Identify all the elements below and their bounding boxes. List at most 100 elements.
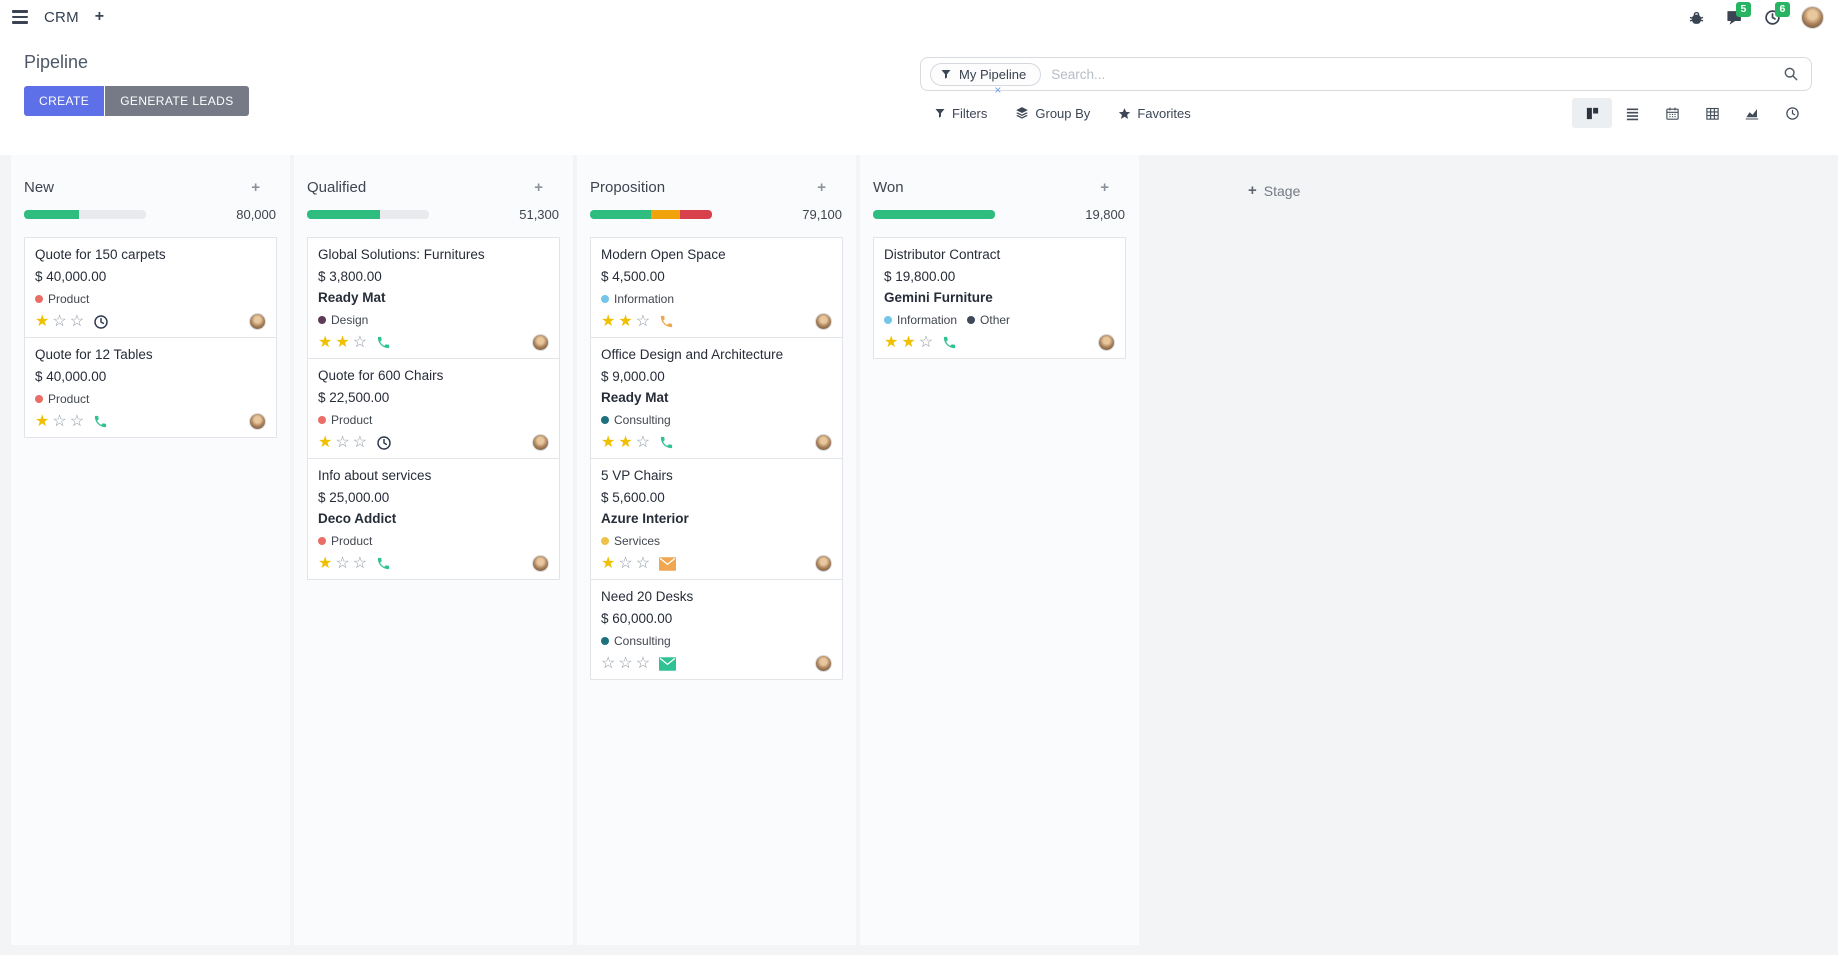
star-filled-icon[interactable]: ★ xyxy=(601,312,616,330)
phone-green-icon[interactable] xyxy=(93,414,108,429)
card-title: Need 20 Desks xyxy=(601,589,694,604)
star-filled-icon[interactable]: ★ xyxy=(601,554,616,572)
star-empty-icon[interactable]: ☆ xyxy=(918,333,934,351)
card-tags: Product xyxy=(318,532,549,550)
star-filled-icon[interactable]: ★ xyxy=(884,333,899,351)
star-empty-icon[interactable]: ☆ xyxy=(352,333,368,351)
clock-icon[interactable] xyxy=(376,435,392,451)
star-filled-icon[interactable]: ★ xyxy=(618,312,633,330)
star-filled-icon[interactable]: ★ xyxy=(35,412,50,430)
kanban-card[interactable]: Quote for 150 carpets $ 40,000.00 Produc… xyxy=(24,237,277,338)
star-empty-icon[interactable]: ☆ xyxy=(352,433,368,451)
generate-leads-button[interactable]: GENERATE LEADS xyxy=(105,86,249,116)
progress-segment[interactable] xyxy=(307,210,381,219)
column-progressbar[interactable] xyxy=(307,210,429,219)
star-empty-icon[interactable]: ☆ xyxy=(618,554,633,572)
priority-stars: ★ ☆ ☆ xyxy=(318,433,368,451)
clock-icon[interactable] xyxy=(93,314,109,330)
facet-remove-icon[interactable]: × xyxy=(994,82,1002,97)
activities-clock-icon[interactable]: 6 xyxy=(1764,1,1790,26)
envelope-green-icon[interactable] xyxy=(659,656,677,671)
star-empty-icon[interactable]: ☆ xyxy=(635,654,651,672)
search-icon[interactable] xyxy=(1783,66,1799,82)
kanban-card[interactable]: Distributor Contract $ 19,800.00 Gemini … xyxy=(873,237,1126,359)
star-filled-icon[interactable]: ★ xyxy=(318,554,333,572)
star-empty-icon[interactable]: ☆ xyxy=(335,554,350,572)
progress-segment[interactable] xyxy=(873,210,995,219)
create-button[interactable]: CREATE xyxy=(24,86,105,116)
view-pivot-button[interactable] xyxy=(1692,98,1732,128)
star-filled-icon[interactable]: ★ xyxy=(318,433,333,451)
add-tab-icon[interactable]: + xyxy=(94,8,105,25)
phone-green-icon[interactable] xyxy=(659,435,674,450)
column-progressbar[interactable] xyxy=(590,210,712,219)
kanban-card[interactable]: Info about services $ 25,000.00 Deco Add… xyxy=(307,458,560,580)
column-progressbar[interactable] xyxy=(24,210,146,219)
search-facet-my-pipeline[interactable]: My Pipeline × xyxy=(930,62,1042,96)
group-by-label: Group By xyxy=(1035,105,1091,121)
view-graph-button[interactable] xyxy=(1732,98,1772,128)
apps-menu-icon[interactable] xyxy=(12,10,28,24)
debug-bug-icon[interactable] xyxy=(1688,9,1705,26)
kanban-card[interactable]: Need 20 Desks $ 60,000.00 Consulting ☆ ☆ ☆ xyxy=(590,579,843,680)
user-avatar[interactable] xyxy=(1801,5,1824,29)
progress-segment[interactable] xyxy=(680,210,712,219)
star-empty-icon[interactable]: ☆ xyxy=(352,554,368,572)
column-add-icon[interactable]: + xyxy=(251,179,260,196)
phone-green-icon[interactable] xyxy=(376,556,391,571)
card-title: Quote for 150 carpets xyxy=(35,247,166,262)
star-filled-icon[interactable]: ★ xyxy=(618,433,633,451)
favorites-button[interactable]: Favorites xyxy=(1118,106,1191,121)
tag-other: Other xyxy=(967,313,1010,327)
envelope-orange-icon[interactable] xyxy=(659,556,677,571)
star-filled-icon[interactable]: ★ xyxy=(35,312,50,330)
column-title: Qualified xyxy=(307,179,367,196)
view-calendar-button[interactable] xyxy=(1652,98,1692,128)
messages-icon[interactable]: 5 xyxy=(1725,1,1751,26)
kanban-card[interactable]: Quote for 12 Tables $ 40,000.00 Product … xyxy=(24,337,277,438)
phone-green-icon[interactable] xyxy=(376,335,391,350)
star-filled-icon[interactable]: ★ xyxy=(335,333,350,351)
star-empty-icon[interactable]: ☆ xyxy=(52,312,67,330)
card-tags: Product xyxy=(35,390,266,408)
progress-segment[interactable] xyxy=(590,210,651,219)
search-bar[interactable]: My Pipeline × xyxy=(920,57,1812,96)
tag-product: Product xyxy=(35,392,89,406)
phone-green-icon[interactable] xyxy=(942,335,957,350)
kanban-card[interactable]: Office Design and Architecture $ 9,000.0… xyxy=(590,337,843,459)
star-empty-icon[interactable]: ☆ xyxy=(69,412,85,430)
column-progressbar[interactable] xyxy=(873,210,995,219)
view-list-button[interactable] xyxy=(1612,98,1652,128)
view-activity-button[interactable] xyxy=(1772,98,1812,128)
group-by-button[interactable]: Group By xyxy=(1015,106,1090,121)
filters-button[interactable]: Filters xyxy=(934,106,987,121)
column-add-icon[interactable]: + xyxy=(1100,179,1109,196)
progress-segment[interactable] xyxy=(24,210,79,219)
kanban-card[interactable]: Global Solutions: Furnitures $ 3,800.00 … xyxy=(307,237,560,359)
add-stage-button[interactable]: + Stage xyxy=(1248,182,1300,199)
tag-dot xyxy=(601,537,609,545)
kanban-card[interactable]: 5 VP Chairs $ 5,600.00 Azure Interior Se… xyxy=(590,458,843,580)
star-empty-icon[interactable]: ☆ xyxy=(635,433,651,451)
star-empty-icon[interactable]: ☆ xyxy=(335,433,350,451)
star-empty-icon[interactable]: ☆ xyxy=(69,312,85,330)
list-icon xyxy=(1626,108,1638,120)
star-empty-icon[interactable]: ☆ xyxy=(635,554,651,572)
phone-orange-icon[interactable] xyxy=(659,314,674,329)
tag-dot xyxy=(318,416,326,424)
search-input[interactable] xyxy=(1051,66,1783,82)
view-kanban-button[interactable] xyxy=(1572,98,1612,128)
column-add-icon[interactable]: + xyxy=(817,179,826,196)
progress-segment[interactable] xyxy=(651,210,681,219)
star-empty-icon[interactable]: ☆ xyxy=(52,412,67,430)
column-add-icon[interactable]: + xyxy=(534,179,543,196)
star-empty-icon[interactable]: ☆ xyxy=(601,654,616,672)
star-filled-icon[interactable]: ★ xyxy=(318,333,333,351)
kanban-card[interactable]: Quote for 600 Chairs $ 22,500.00 Product… xyxy=(307,358,560,459)
star-empty-icon[interactable]: ☆ xyxy=(618,654,633,672)
kanban-card[interactable]: Modern Open Space $ 4,500.00 Information… xyxy=(590,237,843,338)
star-filled-icon[interactable]: ★ xyxy=(901,333,916,351)
star-empty-icon[interactable]: ☆ xyxy=(635,312,651,330)
star-filled-icon[interactable]: ★ xyxy=(601,433,616,451)
app-title[interactable]: CRM xyxy=(44,8,79,26)
